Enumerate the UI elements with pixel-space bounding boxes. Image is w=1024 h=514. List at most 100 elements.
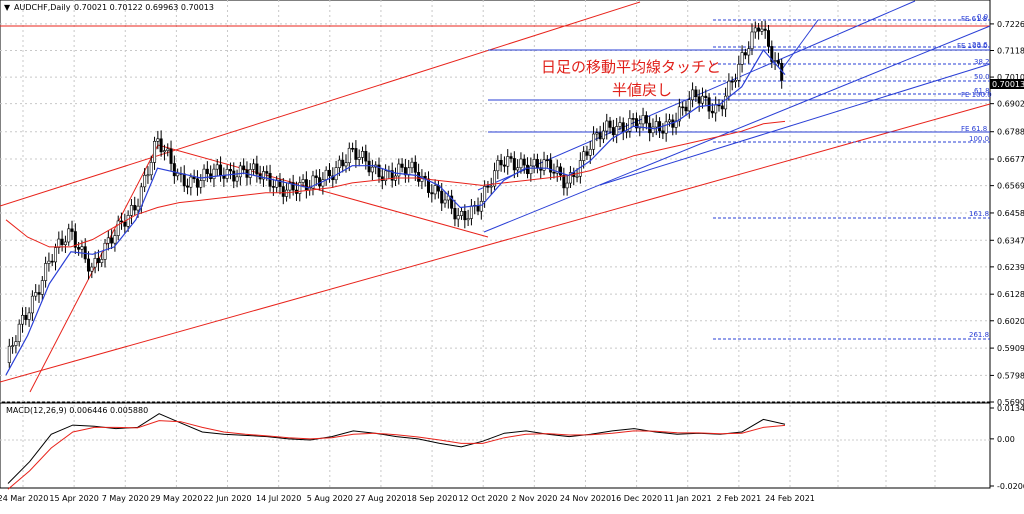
candle-body [120, 220, 124, 223]
main-pane[interactable] [0, 0, 991, 403]
fib-label: 50.0 [974, 73, 990, 81]
ohlc-values: 0.70021 0.70122 0.69963 0.70013 [74, 3, 214, 12]
candle-body [34, 292, 38, 297]
candle-body [549, 159, 553, 173]
candle-body [334, 167, 338, 181]
candle-body [80, 246, 84, 250]
candle-body [96, 258, 100, 263]
candle-body [364, 151, 368, 162]
candle-body [318, 177, 322, 187]
current-price-label: 0.70013 [992, 80, 1024, 89]
candle-body [24, 314, 28, 320]
candle-body [575, 175, 579, 178]
candle-body [169, 148, 173, 164]
candle-body [347, 147, 351, 164]
candle-body [248, 169, 252, 178]
candle-body [235, 176, 239, 182]
time-scale: 24 Mar 2020 15 Apr 2020 7 May 2020 29 May 2… [0, 494, 815, 503]
collapse-icon[interactable]: ▼ [4, 3, 11, 12]
candle-body [159, 138, 163, 153]
candle-body [453, 208, 457, 220]
candle-body [621, 122, 625, 133]
macd-tick-label: -0.020609 [997, 482, 1024, 491]
date-tick-label: 24 Nov 2020 [560, 494, 611, 503]
macd-tick-label: 0.013497 [997, 404, 1024, 413]
candle-body [667, 119, 671, 123]
symbol-label: AUDCHF,Daily [14, 3, 71, 12]
candle-body [100, 259, 104, 263]
candle-body [443, 199, 447, 204]
candle-body [314, 175, 318, 178]
candle-body [77, 247, 81, 250]
candle-body [261, 171, 265, 180]
date-tick-label: 24 Mar 2020 [0, 494, 48, 503]
fib-label: 161.8 [969, 210, 989, 218]
candle-body [298, 182, 302, 194]
candle-body [456, 215, 460, 220]
candle-body [625, 130, 629, 133]
candle-body [641, 115, 645, 125]
candle-body [773, 60, 777, 62]
candle-body [687, 99, 691, 112]
candle-body [753, 27, 757, 33]
candle-body [486, 186, 490, 188]
candle-body [542, 159, 546, 171]
annotation-line-1: 日足の移動平均線タッチと [541, 58, 721, 76]
candle-body [466, 218, 470, 221]
candle-body [658, 121, 662, 132]
candle-body [763, 28, 767, 31]
candle-body [628, 118, 632, 132]
macd-pane[interactable] [0, 402, 991, 489]
candle-body [483, 186, 487, 202]
candle-body [700, 95, 704, 104]
date-tick-label: 18 Sep 2020 [407, 494, 458, 503]
candle-body [720, 105, 724, 110]
candle-body [14, 341, 18, 346]
candle-body [489, 185, 493, 188]
candle-body [747, 48, 751, 56]
candle-body [770, 46, 774, 62]
candle-body [176, 173, 180, 177]
candle-body [684, 106, 688, 112]
candle-body [186, 185, 190, 188]
date-tick-label: 22 Jun 2020 [203, 494, 251, 503]
candle-body [291, 182, 295, 191]
candle-body [532, 159, 536, 167]
candle-body [182, 173, 186, 187]
candle-body [27, 312, 31, 320]
candle-body [615, 126, 619, 136]
candle-body [509, 156, 513, 159]
candle-body [519, 158, 523, 169]
red-channel-lower [0, 103, 991, 383]
candle-body [44, 263, 48, 281]
candle-body [535, 159, 539, 168]
candle-body [568, 172, 572, 184]
candle-body [149, 162, 153, 176]
candle-body [493, 170, 497, 187]
candle-body [30, 295, 34, 314]
candle-body [73, 231, 77, 248]
candle-body [654, 121, 658, 128]
candle-body [413, 161, 417, 173]
candle-body [727, 80, 731, 97]
candle-body [377, 164, 381, 178]
candle-body [133, 205, 137, 211]
candle-body [357, 157, 361, 160]
candle-body [674, 120, 678, 128]
candle-body [403, 167, 407, 176]
blue-channel-mid [483, 25, 991, 233]
candle-body [638, 123, 642, 129]
candle-body [265, 171, 269, 174]
candle-body [70, 228, 74, 232]
blue-channel-lower [599, 63, 991, 186]
fib-label: 0.0 [977, 13, 988, 21]
current-price-tag [990, 79, 1024, 89]
candle-body [463, 210, 467, 221]
candle-body [724, 95, 728, 110]
